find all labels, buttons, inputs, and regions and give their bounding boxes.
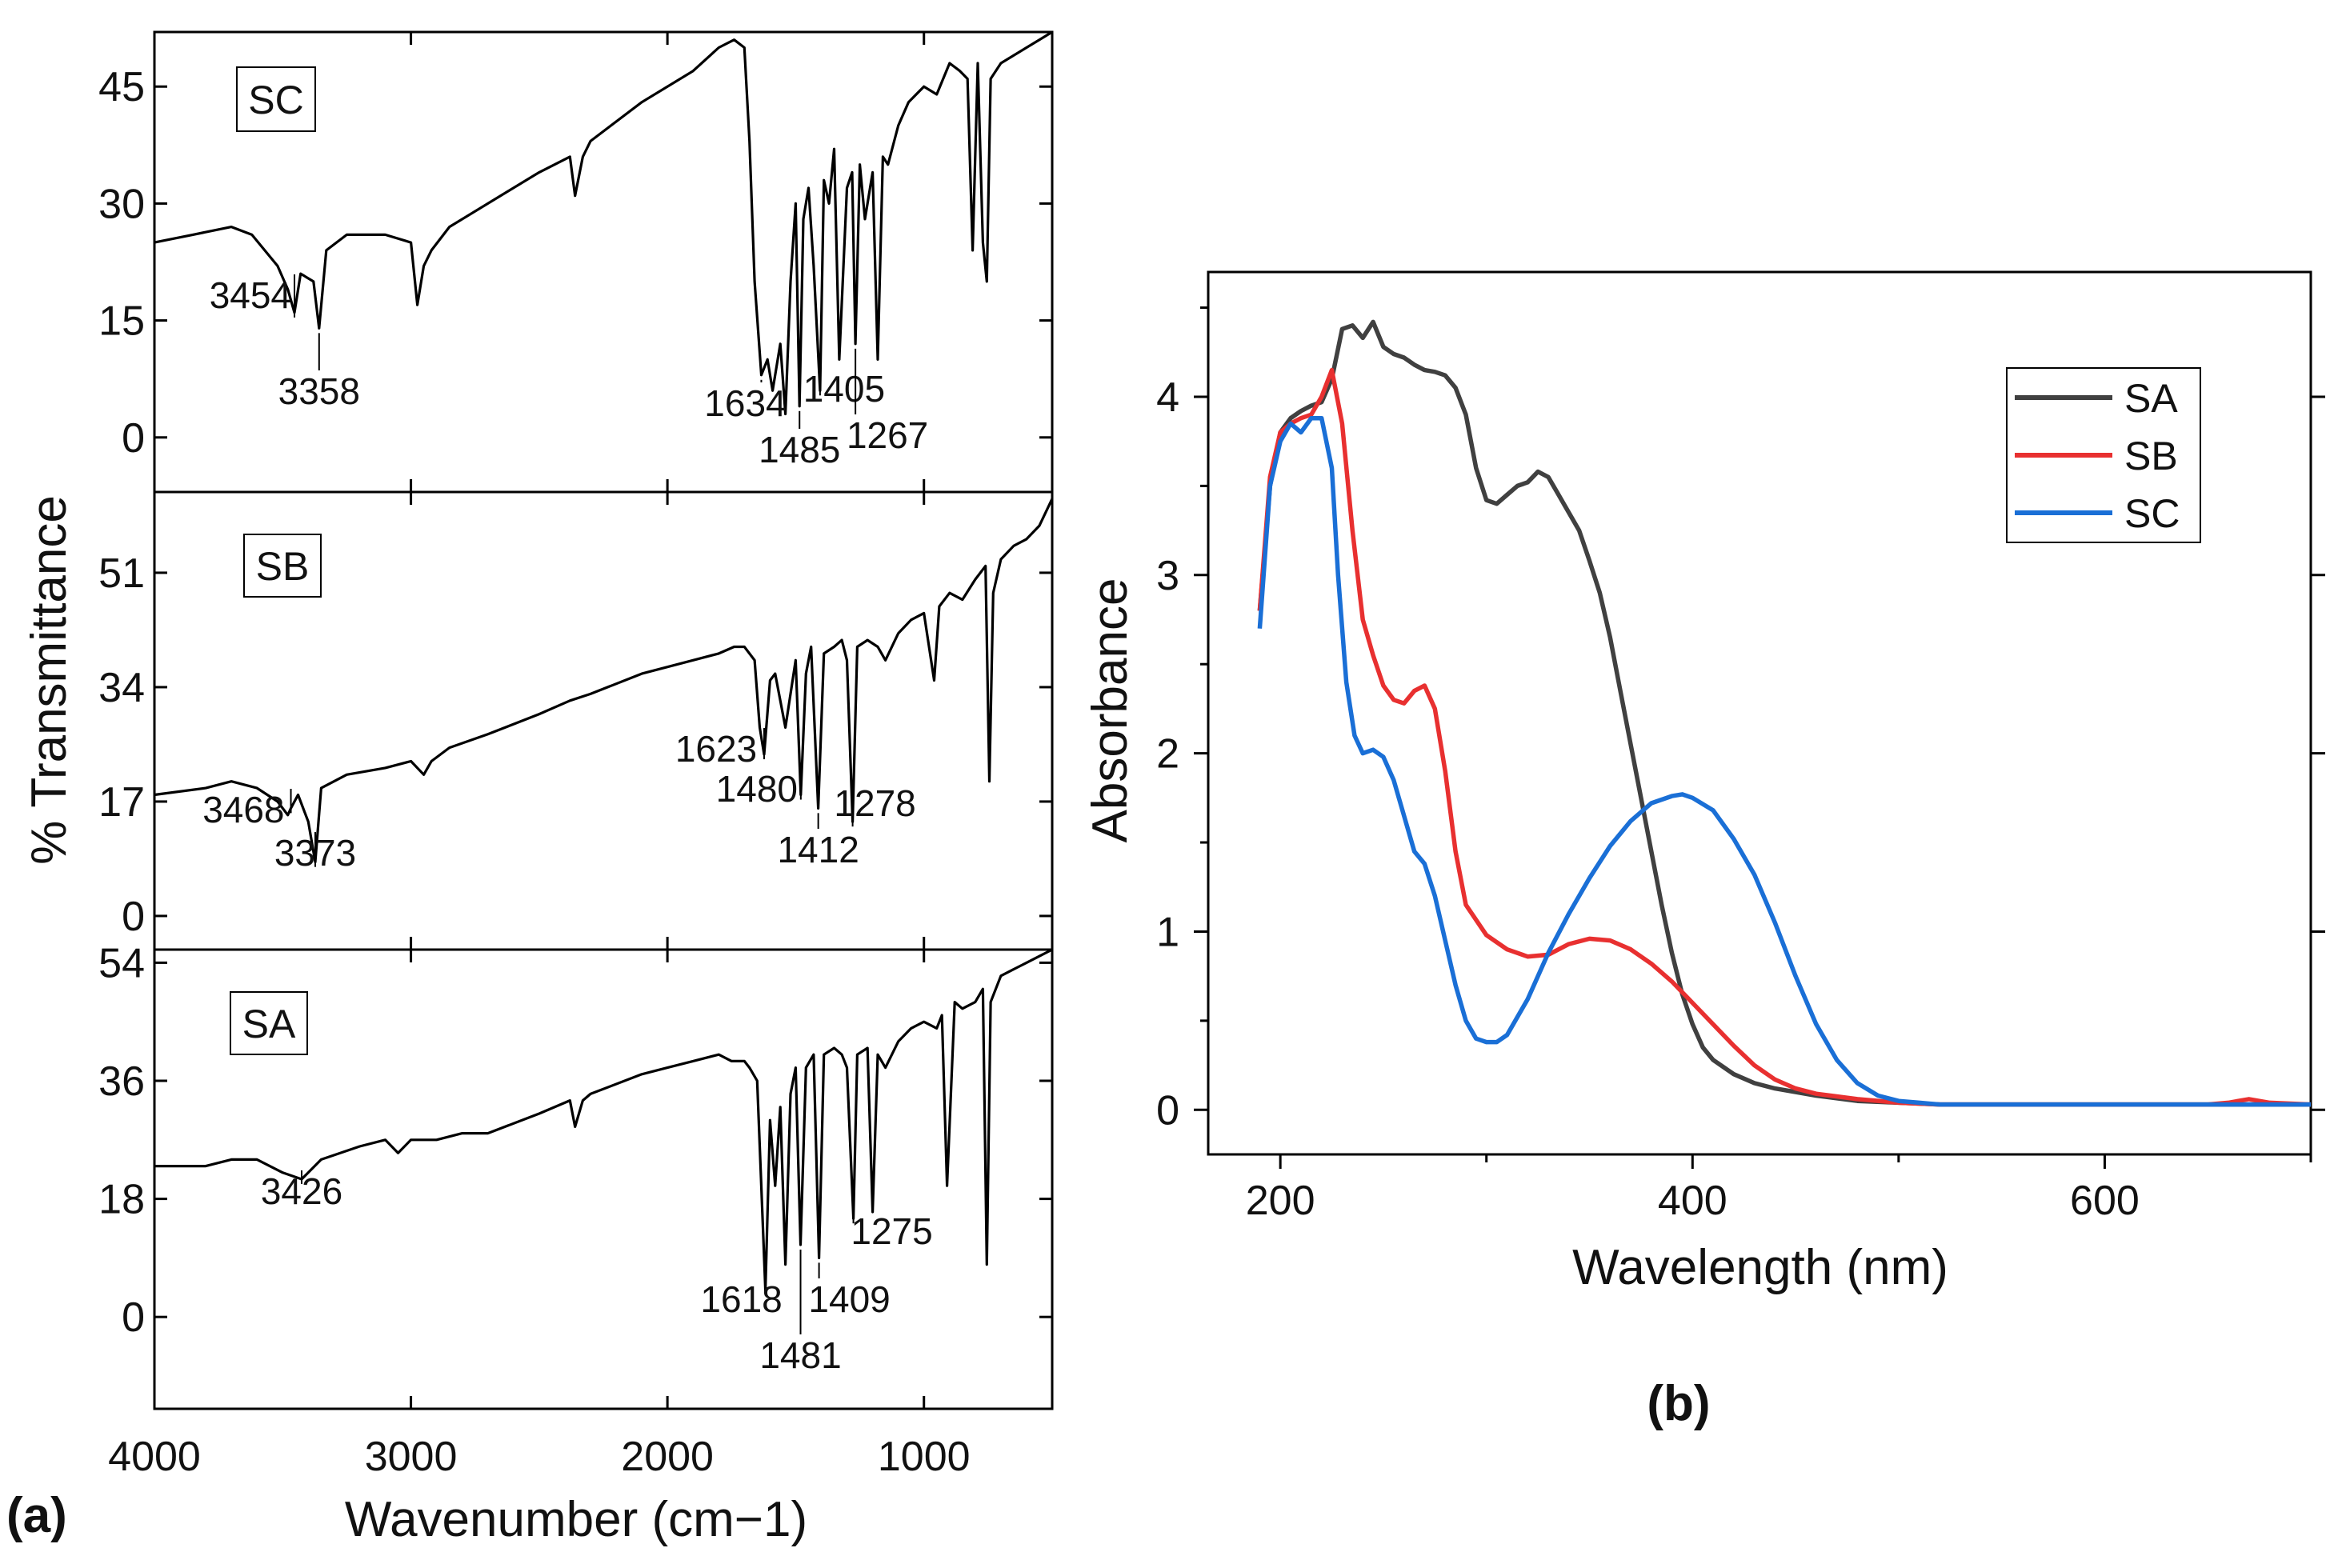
ir-x-axis-title: Wavenumber (cm−1) [345,1492,807,1547]
ir-x-tick-label: 4000 [108,1434,201,1480]
ir-sb-ticks: 0 17 34 51 [98,492,1052,950]
sample-tag-sa: SA [242,1002,296,1046]
ir-sc-ticks: 0 15 30 45 [98,32,1052,492]
sample-tag-sc: SC [248,78,303,122]
ir-y-tick-label: 30 [98,181,145,227]
uv-plot-frame [1207,270,2312,1156]
ir-sa-line [154,948,1053,1292]
ir-y-tick-label: 54 [98,940,145,986]
sample-tag-box-sa [230,991,308,1055]
ir-y-tick-label: 0 [122,415,145,462]
peak-label: 1481 [759,1334,841,1376]
peak-label: 1405 [803,368,885,410]
panel-label-a: (a) [6,1488,67,1543]
peak-label: 1409 [808,1278,890,1320]
panel-label-b: (b) [1647,1376,1710,1431]
peak-label: 1412 [777,829,859,870]
uv-legend-label-sa: SA [2124,376,2178,421]
ir-y-tick-label: 17 [98,779,145,826]
ir-x-ticks: 4000 3000 2000 1000 [108,1434,970,1480]
peak-label: 3373 [274,832,356,874]
peak-label: 3468 [202,789,284,830]
peak-label: 1623 [675,728,757,770]
ir-y-tick-label: 36 [98,1058,145,1105]
ir-y-axis-title: % Transmittance [22,495,77,865]
uv-y-tick-label: 0 [1156,1087,1179,1134]
ir-y-tick-label: 45 [98,64,145,110]
uv-y-tick-label: 1 [1156,909,1179,955]
peak-label: 3454 [210,274,291,316]
ir-subplot-sa: 0 18 36 54 3426 1618 1481 1409 1275 SA [98,940,1054,1410]
uv-line-sc [1257,415,2311,1107]
ir-y-tick-label: 0 [122,1294,145,1341]
uv-x-tick-label: 200 [1246,1178,1315,1224]
peak-label: 1618 [700,1278,782,1320]
peak-label: 3426 [261,1170,342,1212]
uv-ticks: 200 400 600 0 1 2 3 4 [1156,306,2325,1224]
ir-y-tick-label: 15 [98,298,145,345]
ir-y-tick-label: 18 [98,1177,145,1223]
ir-x-tick-label: 1000 [878,1434,971,1480]
peak-label: 3358 [278,370,360,412]
ir-sa-ticks: 0 18 36 54 [98,940,1052,1409]
uv-x-tick-label: 400 [1658,1178,1727,1224]
uv-y-tick-label: 3 [1156,553,1179,599]
uv-y-tick-label: 4 [1156,374,1179,421]
ir-sb-line [154,498,1054,864]
ir-sc-line [154,30,1053,416]
uv-legend-label-sb: SB [2124,434,2178,478]
peak-label: 1278 [834,782,915,824]
sample-tag-box-sc [236,66,316,132]
uv-line-sa [1257,319,2311,1107]
ir-sa-peaks: 3426 1618 1481 1409 1275 [261,1170,933,1376]
peak-label: 1275 [851,1210,932,1252]
peak-label: 1480 [716,768,798,810]
ir-x-tick-label: 3000 [365,1434,458,1480]
peak-label: 1485 [759,429,840,470]
ir-y-tick-label: 34 [98,665,145,711]
sample-tag-sb: SB [256,544,310,589]
uv-y-axis-title: Absorbance [1083,578,1138,843]
peak-label: 1267 [847,414,928,456]
ir-y-tick-label: 51 [98,550,145,597]
peak-label: 1634 [704,382,786,424]
ir-x-tick-label: 2000 [621,1434,714,1480]
uv-x-axis-title: Wavelength (nm) [1572,1240,1948,1295]
ir-y-tick-label: 0 [122,894,145,940]
uv-legend: SA SB SC [2006,367,2201,543]
uv-y-tick-label: 2 [1156,731,1179,778]
uv-x-tick-label: 600 [2070,1178,2140,1224]
plot-frame-sa [153,948,1054,1410]
sample-tag-box-sb [243,534,322,598]
uv-legend-label-sc: SC [2124,491,2180,536]
